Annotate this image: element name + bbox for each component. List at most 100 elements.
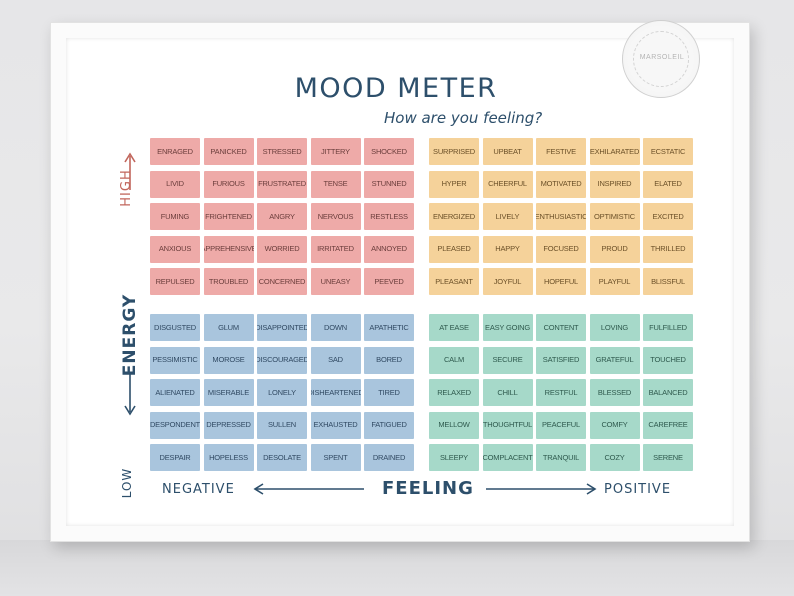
feeling-positive-arrowhead [586,483,597,495]
mood-word-green: MELLOW [429,411,479,439]
mood-word-green: EASY GOING [482,314,533,341]
mood-word-yellow: LIVELY [482,203,533,230]
mood-word-yellow: INSPIRED [589,170,640,198]
mood-word-green: TRANQUIL [536,444,586,471]
mood-word-red: UNEASY [310,268,361,295]
mood-word-blue: SAD [310,346,361,374]
mood-word-green: COZY [589,444,640,471]
mood-word-blue: DESPAIR [150,444,200,471]
mood-word-red: SHOCKED [364,138,414,165]
mood-word-blue: FATIGUED [364,411,414,439]
mood-word-yellow: ENERGIZED [429,203,479,230]
mood-word-green: RESTFUL [536,379,586,406]
mood-word-yellow: MOTIVATED [536,170,586,198]
mood-word-red: CONCERNED [257,268,307,295]
energy-high-arrowhead [124,152,136,163]
mood-word-green: CALM [429,346,479,374]
mood-meter-poster: MOOD METER How are you feeling? HIGH ENE… [66,38,734,526]
mood-word-blue: MISERABLE [203,379,254,406]
mood-word-red: RESTLESS [364,203,414,230]
mood-word-yellow: OPTIMISTIC [589,203,640,230]
mood-word-blue: DRAINED [364,444,414,471]
mood-word-green: CONTENT [536,314,586,341]
mood-word-blue: BORED [364,346,414,374]
mood-word-green: TOUCHED [643,346,693,374]
mood-word-green: COMPLACENT [482,444,533,471]
mood-word-blue: DISCOURAGED [257,346,307,374]
poster-subtitle: How are you feeling? [384,109,543,127]
axis-arrows [124,152,597,495]
stamp-ring [633,31,689,87]
mood-word-red: FURIOUS [203,170,254,198]
mood-word-yellow: HYPER [429,170,479,198]
mood-word-red: IRRITATED [310,235,361,263]
mood-word-green: SERENE [643,444,693,471]
stamp-brand: MARSOLEIL [639,54,685,61]
mood-word-red: FRIGHTENED [203,203,254,230]
mood-word-green: SATISFIED [536,346,586,374]
mood-word-yellow: BLISSFUL [643,268,693,295]
mood-word-red: FRUSTRATED [257,170,307,198]
mood-word-red: ANGRY [257,203,307,230]
mood-word-red: PANICKED [203,138,254,165]
mood-word-yellow: PLEASANT [429,268,479,295]
axis-label-high: HIGH [119,169,134,207]
mood-word-yellow: PROUD [589,235,640,263]
mood-word-red: JITTERY [310,138,361,165]
mood-word-red: WORRIED [257,235,307,263]
mood-word-yellow: ECSTATIC [643,138,693,165]
mood-word-green: CHILL [482,379,533,406]
mood-word-yellow: PLEASED [429,235,479,263]
mood-word-yellow: HOPEFUL [536,268,586,295]
mood-word-yellow: THRILLED [643,235,693,263]
mood-word-yellow: FESTIVE [536,138,586,165]
mood-word-yellow: CHEERFUL [482,170,533,198]
mood-word-red: NERVOUS [310,203,361,230]
mood-word-blue: DESPONDENT [150,411,200,439]
mood-word-red: REPULSED [150,268,200,295]
mood-word-yellow: ELATED [643,170,693,198]
mood-word-red: APPREHENSIVE [203,235,254,263]
mood-word-yellow: ENTHUSIASTIC [536,203,586,230]
axis-label-positive: POSITIVE [604,482,672,497]
mood-word-yellow: PLAYFUL [589,268,640,295]
mood-word-yellow: SURPRISED [429,138,479,165]
feeling-negative-arrowhead [253,483,264,495]
mood-word-green: FULFILLED [643,314,693,341]
mood-word-red: STRESSED [257,138,307,165]
mood-word-blue: SULLEN [257,411,307,439]
mood-word-blue: DISAPPOINTED [257,314,307,341]
mood-word-blue: DEPRESSED [203,411,254,439]
mood-word-red: STUNNED [364,170,414,198]
mood-word-green: AT EASE [429,314,479,341]
mood-word-red: ANNOYED [364,235,414,263]
mood-word-green: LOVING [589,314,640,341]
mood-word-blue: APATHETIC [364,314,414,341]
mood-word-yellow: EXCITED [643,203,693,230]
mood-word-green: BLESSED [589,379,640,406]
mood-word-blue: DESOLATE [257,444,307,471]
mood-word-blue: MOROSE [203,346,254,374]
mood-word-blue: DISHEARTENED [310,379,361,406]
mood-word-green: BALANCED [643,379,693,406]
mood-word-yellow: UPBEAT [482,138,533,165]
mood-word-red: ENRAGED [150,138,200,165]
mood-word-blue: SPENT [310,444,361,471]
mood-word-blue: ALIENATED [150,379,200,406]
mood-word-red: FUMING [150,203,200,230]
mood-word-blue: HOPELESS [203,444,254,471]
axis-label-low: LOW [120,467,134,499]
shelf-surface [0,540,794,596]
mood-word-blue: DOWN [310,314,361,341]
axis-label-negative: NEGATIVE [162,482,235,497]
mood-word-green: COMFY [589,411,640,439]
mood-word-blue: TIRED [364,379,414,406]
poster-title: MOOD METER [294,73,498,104]
mood-word-green: SLEEPY [429,444,479,471]
mood-word-green: PEACEFUL [536,411,586,439]
mood-word-yellow: FOCUSED [536,235,586,263]
mood-word-red: TROUBLED [203,268,254,295]
mood-word-blue: LONELY [257,379,307,406]
mood-word-green: GRATEFUL [589,346,640,374]
mood-word-blue: DISGUSTED [150,314,200,341]
